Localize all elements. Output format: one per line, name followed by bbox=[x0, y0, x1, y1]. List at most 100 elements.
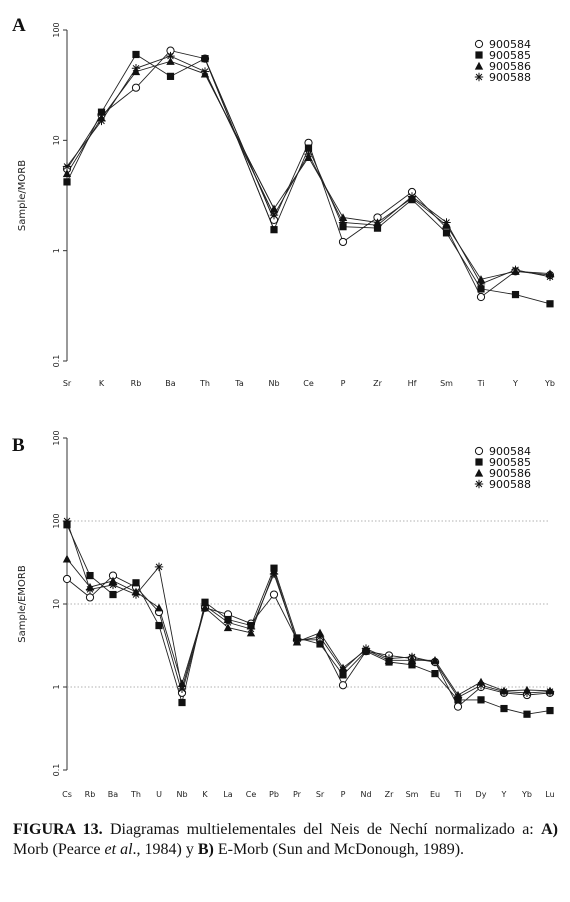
data-point-b-900585-yb bbox=[523, 710, 531, 718]
data-point-b-900588-pr bbox=[292, 636, 302, 646]
data-point-b-900584-ti bbox=[453, 702, 463, 711]
data-point-a-900588-ce bbox=[304, 149, 313, 159]
data-point-b-900588-k bbox=[200, 601, 210, 611]
x-tick-label-a-th: Th bbox=[199, 379, 210, 388]
chart-panel-b: B 0.1 1 10 100 100 Sample/EMORB Cs Rb Ba Th U Nb K La C… bbox=[12, 430, 555, 799]
x-tick-label-b-nd: Nd bbox=[360, 790, 371, 799]
data-point-b-900588-cs bbox=[62, 516, 72, 526]
x-tick-label-b-ce: Ce bbox=[246, 790, 257, 799]
x-tick-label-b-pb: Pb bbox=[269, 790, 279, 799]
data-point-a-900584-p bbox=[338, 237, 348, 247]
data-point-b-900586-nb bbox=[177, 679, 187, 688]
data-point-b-900588-dy bbox=[476, 681, 486, 690]
x-tick-label-b-eu: Eu bbox=[430, 790, 440, 799]
legend-label-b-900586: 900586 bbox=[489, 467, 531, 480]
data-point-b-900588-u bbox=[154, 562, 164, 572]
x-tick-label-a-k: K bbox=[99, 379, 105, 388]
x-tick-label-b-rb: Rb bbox=[85, 790, 96, 799]
y-axis-label-a: Sample/MORB bbox=[17, 160, 28, 231]
caption-panel-b-label: B) bbox=[197, 841, 214, 858]
x-tick-label-b-sm: Sm bbox=[406, 790, 419, 799]
x-tick-label-b-la: La bbox=[223, 790, 232, 799]
data-point-a-900585-sr bbox=[63, 178, 71, 186]
data-point-b-900585-u bbox=[155, 621, 163, 630]
data-point-b-900588-p bbox=[338, 665, 348, 675]
data-point-b-900584-cs bbox=[62, 574, 72, 584]
data-point-a-900585-sm bbox=[442, 229, 451, 237]
data-point-a-900588-sr bbox=[62, 162, 72, 171]
caption-label: FIGURA 13. bbox=[13, 821, 103, 838]
data-point-b-900586-u bbox=[154, 603, 164, 612]
x-tick-label-a-hf: Hf bbox=[408, 379, 417, 388]
data-point-a-900585-ti bbox=[477, 285, 485, 293]
series-line-b-900586 bbox=[66, 558, 551, 696]
x-tick-label-b-y: Y bbox=[501, 790, 507, 799]
x-tick-label-b-sr: Sr bbox=[316, 790, 325, 799]
data-point-a-900585-ce bbox=[304, 144, 313, 152]
y-tick-label-b-1: 1 bbox=[52, 684, 61, 689]
x-tick-label-b-u: U bbox=[156, 790, 162, 799]
legend-label-a-900585: 900585 bbox=[489, 49, 531, 62]
data-point-b-900586-cs bbox=[62, 554, 72, 563]
data-point-a-900585-th bbox=[201, 55, 209, 63]
legend-label-a-900588: 900588 bbox=[489, 71, 531, 84]
series-line-a-900585 bbox=[66, 53, 551, 305]
data-point-b-900588-th bbox=[131, 590, 141, 599]
data-point-a-900585-k bbox=[97, 108, 106, 116]
x-tick-label-b-nb: Nb bbox=[176, 790, 187, 799]
x-tick-label-b-ti: Ti bbox=[454, 790, 462, 799]
legend-label-a-900584: 900584 bbox=[489, 38, 531, 51]
data-point-b-900585-ba bbox=[109, 590, 117, 599]
x-tick-label-b-yb: Yb bbox=[521, 790, 532, 799]
data-point-b-900584-p bbox=[338, 681, 348, 690]
data-point-b-900585-nb bbox=[178, 698, 186, 707]
y-tick-label-a-0: 0.1 bbox=[52, 355, 61, 368]
data-point-a-900586-sr bbox=[62, 169, 72, 178]
data-point-b-900588-eu bbox=[430, 657, 440, 667]
x-tick-label-b-pr: Pr bbox=[293, 790, 302, 799]
data-point-b-900585-y bbox=[500, 704, 508, 713]
data-point-b-900588-ti bbox=[453, 693, 463, 702]
caption-text-3: ., 1984) y bbox=[132, 841, 198, 858]
data-point-a-900588-yb bbox=[545, 272, 555, 281]
data-point-b-900584-pb bbox=[269, 590, 279, 599]
data-point-b-900588-rb bbox=[85, 585, 95, 594]
data-point-a-900586-ba bbox=[166, 57, 175, 65]
x-tick-label-a-ta: Ta bbox=[234, 379, 244, 388]
y-tick-label-a-1: 1 bbox=[52, 248, 61, 253]
x-tick-label-b-dy: Dy bbox=[476, 790, 487, 799]
legend-label-b-900588: 900588 bbox=[489, 478, 531, 491]
data-point-a-900585-yb bbox=[546, 300, 554, 308]
series-bridge-a-900588 bbox=[204, 71, 275, 216]
x-tick-label-a-ba: Ba bbox=[165, 379, 175, 388]
series-line-a-900586 bbox=[66, 60, 551, 280]
data-point-b-900585-sm bbox=[408, 661, 416, 669]
data-point-a-900584-rb bbox=[131, 83, 141, 92]
y-tick-label-a-3: 100 bbox=[52, 22, 61, 37]
x-tick-label-a-ce: Ce bbox=[303, 379, 314, 388]
data-point-b-900588-yb bbox=[522, 688, 532, 698]
caption-panel-a-label: A) bbox=[541, 821, 559, 838]
data-point-b-900585-p bbox=[339, 671, 347, 679]
figure-canvas: A 0.1 1 10 100 Sample/MORB Sr K Rb Ba Th Ta Nb Ce P Zr H… bbox=[12, 15, 555, 799]
data-point-b-900585-dy bbox=[477, 696, 485, 704]
x-tick-label-b-th: Th bbox=[130, 790, 141, 799]
data-point-a-900588-nb bbox=[269, 210, 279, 220]
x-tick-label-a-ti: Ti bbox=[477, 379, 485, 388]
panel-letter-b: B bbox=[12, 435, 25, 456]
y-tick-label-b-3: 100 bbox=[52, 513, 61, 528]
data-point-a-900586-ti bbox=[476, 275, 486, 283]
data-point-a-900586-nb bbox=[269, 204, 279, 213]
legend-label-a-900586: 900586 bbox=[489, 60, 531, 73]
data-point-b-900588-sm bbox=[407, 652, 417, 662]
data-point-a-900584-ti bbox=[476, 292, 486, 302]
figure-caption: FIGURA 13. Diagramas multielementales de… bbox=[13, 820, 558, 860]
data-point-a-900588-k bbox=[97, 116, 106, 126]
y-tick-label-b-2: 10 bbox=[52, 599, 61, 609]
data-point-a-900585-y bbox=[511, 290, 520, 299]
chart-panel-a: A 0.1 1 10 100 Sample/MORB Sr K Rb Ba Th Ta Nb Ce P Zr H… bbox=[12, 15, 555, 388]
x-tick-label-a-zr: Zr bbox=[373, 379, 382, 388]
x-tick-label-a-y: Y bbox=[512, 379, 518, 388]
data-point-a-900586-p bbox=[338, 213, 348, 222]
